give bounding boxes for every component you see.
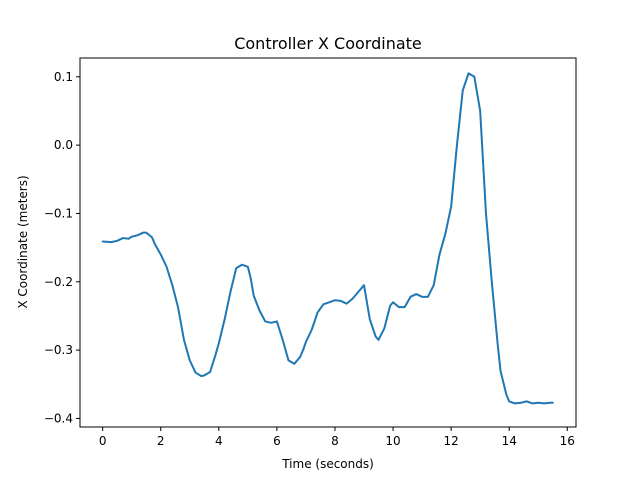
y-tick-label: −0.1 [44, 206, 73, 220]
x-axis-label: Time (seconds) [281, 457, 374, 471]
y-axis-ticks: −0.4 −0.3 −0.2 −0.1 0.0 0.1 [44, 70, 80, 425]
y-tick-label: −0.3 [44, 343, 73, 357]
y-tick-label: 0.1 [54, 70, 73, 84]
x-tick-label: 4 [215, 434, 223, 448]
x-tick-label: 0 [99, 434, 107, 448]
x-tick-label: 2 [157, 434, 165, 448]
y-axis-label: X Coordinate (meters) [16, 175, 30, 308]
chart-title: Controller X Coordinate [234, 34, 422, 53]
y-tick-label: 0.0 [54, 138, 73, 152]
x-tick-label: 8 [331, 434, 339, 448]
series-line [101, 72, 554, 405]
y-tick-label: −0.4 [44, 411, 73, 425]
plot-frame [79, 57, 577, 428]
x-tick-label: 6 [273, 434, 281, 448]
x-tick-label: 16 [560, 434, 575, 448]
x-axis-ticks: 0 2 4 6 8 10 12 14 16 [99, 427, 575, 448]
y-tick-label: −0.2 [44, 275, 73, 289]
x-tick-label: 14 [502, 434, 517, 448]
plot-area [80, 58, 576, 427]
x-tick-label: 10 [385, 434, 400, 448]
x-tick-label: 12 [443, 434, 458, 448]
